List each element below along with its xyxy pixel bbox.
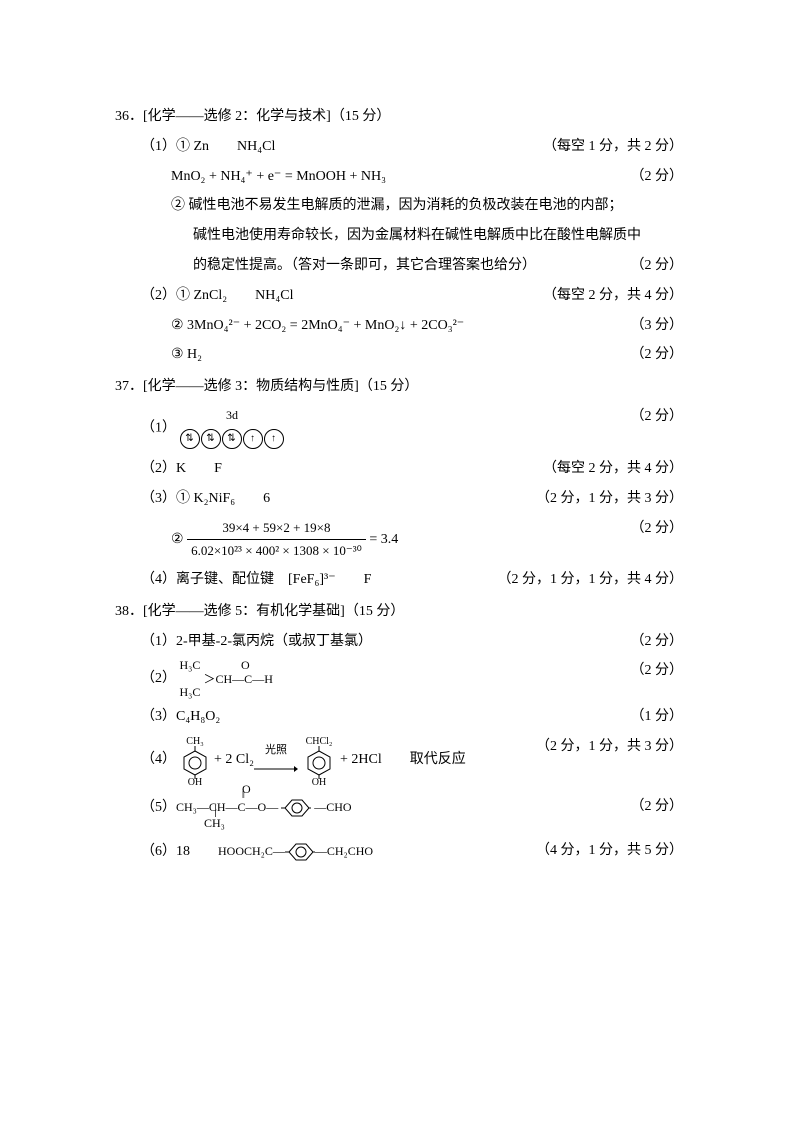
q37-4: （4）离子键、配位键 [FeF₆]³⁻ F （2 分，1 分，1 分，共 4 分… bbox=[115, 568, 683, 592]
q36-2-3: ③ H₂ （2 分） bbox=[115, 343, 683, 367]
q37-1: （1） 3d ⇅ ⇅ ⇅ ↑ ↑ （2 分） bbox=[115, 405, 683, 451]
orbital-diagram: ⇅ ⇅ ⇅ ↑ ↑ bbox=[180, 429, 285, 449]
q38-1: （1）2-甲基-2-氯丙烷（或叔丁基氯） （2 分） bbox=[115, 630, 683, 654]
orbital-answer: （1） 3d ⇅ ⇅ ⇅ ↑ ↑ bbox=[141, 405, 611, 451]
score-text: （2 分） bbox=[611, 795, 684, 819]
answer-text: （3）C₄H₈O₂ bbox=[141, 705, 611, 729]
orbital-label: 3d bbox=[180, 405, 285, 425]
structure-answer: （6）18 HOOCH₂C— —CH₂CHO bbox=[141, 839, 516, 865]
q37-2: （2）K F （每空 2 分，共 4 分） bbox=[115, 457, 683, 481]
q38-heading: 38．[化学——选修 5：有机化学基础]（15 分） bbox=[115, 600, 683, 624]
structure-answer: （2） H₃C—CH O ＞CH—C—H H₃C bbox=[141, 659, 611, 699]
answer-text: （2）① ZnCl₂ NH₄Cl bbox=[141, 284, 523, 308]
plus-text: + 2 Cl₂ bbox=[214, 748, 254, 772]
struct-line: H₃C bbox=[180, 686, 273, 699]
svg-text:OH: OH bbox=[312, 777, 326, 785]
reaction-type: + 2HCl 取代反应 bbox=[340, 748, 466, 772]
score-text: （4 分，1 分，共 5 分） bbox=[516, 839, 683, 863]
benzene-icon: CHCl₂ OH bbox=[298, 735, 340, 785]
answer-text: 的稳定性提高。（答对一条即可，其它合理答案也给分） bbox=[193, 254, 611, 278]
struct-dbl: ‖ bbox=[242, 791, 245, 801]
answer-text: ③ H₂ bbox=[171, 343, 611, 367]
score-text: （2 分，1 分，1 分，共 4 分） bbox=[478, 568, 684, 592]
score-text: （每空 1 分，共 2 分） bbox=[523, 135, 683, 159]
answer-text: ② 碱性电池不易发生电解质的泄漏，因为消耗的负极改装在电池的内部； bbox=[171, 194, 683, 218]
equation-text: ② 3MnO₄²⁻ + 2CO₂ = 2MnO₄⁻ + MnO₂↓ + 2CO₃… bbox=[171, 314, 611, 338]
fraction-answer: ② 39×4 + 59×2 + 19×8 6.02×10²³ × 400² × … bbox=[171, 517, 611, 562]
numerator: 39×4 + 59×2 + 19×8 bbox=[187, 517, 366, 540]
score-text: （2 分，1 分，共 3 分） bbox=[516, 487, 683, 511]
q37-3-2: ② 39×4 + 59×2 + 19×8 6.02×10²³ × 400² × … bbox=[115, 517, 683, 562]
label: （1） bbox=[141, 420, 176, 435]
q36-2-1: （2）① ZnCl₂ NH₄Cl （每空 2 分，共 4 分） bbox=[115, 284, 683, 308]
score-text: （1 分） bbox=[611, 705, 684, 729]
fraction: 39×4 + 59×2 + 19×8 6.02×10²³ × 400² × 13… bbox=[187, 517, 366, 562]
q37-3-1: （3）① K₂NiF₆ 6 （2 分，1 分，共 3 分） bbox=[115, 487, 683, 511]
denominator: 6.02×10²³ × 400² × 1308 × 10⁻³⁰ bbox=[187, 540, 366, 562]
q36-1-1: （1）① Zn NH₄Cl （每空 1 分，共 2 分） bbox=[115, 135, 683, 159]
heading-text: 38．[化学——选修 5：有机化学基础]（15 分） bbox=[115, 600, 683, 624]
answer-text: （2）K F bbox=[141, 457, 523, 481]
struct-line: —CH₂CHO bbox=[315, 841, 373, 861]
benzene-icon: CH₃ OH bbox=[176, 735, 214, 785]
orbital-full: ⇅ bbox=[222, 429, 242, 449]
reaction-answer: （4） CH₃ OH + 2 Cl₂ 光照 CHCl₂ O bbox=[141, 735, 516, 785]
answer-text: 碱性电池使用寿命较长，因为金属材料在碱性电解质中比在酸性电解质中 bbox=[193, 224, 683, 248]
score-text: （2 分） bbox=[611, 343, 684, 367]
label: （2） bbox=[141, 671, 176, 686]
label: （5） bbox=[141, 796, 176, 820]
orbital-half: ↑ bbox=[264, 429, 284, 449]
svg-text:CH₃: CH₃ bbox=[186, 736, 203, 747]
score-text: （2 分） bbox=[611, 630, 684, 654]
arrow-icon: 光照 bbox=[254, 741, 298, 778]
score-text: （2 分） bbox=[611, 165, 684, 189]
orbital-half: ↑ bbox=[243, 429, 263, 449]
q38-4: （4） CH₃ OH + 2 Cl₂ 光照 CHCl₂ O bbox=[115, 735, 683, 785]
q36-1-2b: 碱性电池使用寿命较长，因为金属材料在碱性电解质中比在酸性电解质中 bbox=[115, 224, 683, 248]
score-text: （2 分） bbox=[611, 405, 684, 429]
struct-line: ＞CH—C—H bbox=[180, 673, 273, 686]
label: ② bbox=[171, 532, 184, 547]
answer-key-page: 36．[化学——选修 2：化学与技术]（15 分） （1）① Zn NH₄Cl … bbox=[0, 0, 793, 931]
answer-text: （4）离子键、配位键 [FeF₆]³⁻ F bbox=[141, 568, 478, 592]
score-text: （3 分） bbox=[611, 314, 684, 338]
benzene-icon bbox=[281, 795, 311, 821]
struct-line: CH₃—CH—C—O— bbox=[176, 799, 278, 813]
benzene-icon bbox=[285, 839, 315, 865]
q36-2-2: ② 3MnO₄²⁻ + 2CO₂ = 2MnO₄⁻ + MnO₂↓ + 2CO₃… bbox=[115, 314, 683, 338]
score-text: （2 分，1 分，共 3 分） bbox=[516, 735, 683, 759]
result: = 3.4 bbox=[369, 532, 398, 547]
q38-5: （5） O ‖ CH₃—CH—C—O— —CHO │ CH₃ （2 分） bbox=[115, 795, 683, 821]
label: （6）18 bbox=[141, 840, 218, 864]
svg-text:CHCl₂: CHCl₂ bbox=[306, 736, 333, 747]
svg-text:OH: OH bbox=[188, 777, 202, 785]
orbital-full: ⇅ bbox=[201, 429, 221, 449]
answer-text: （1）2-甲基-2-氯丙烷（或叔丁基氯） bbox=[141, 630, 611, 654]
equation-text: MnO₂ + NH₄⁺ + e⁻ = MnOOH + NH₃ bbox=[171, 165, 611, 189]
q36-heading: 36．[化学——选修 2：化学与技术]（15 分） bbox=[115, 105, 683, 129]
q37-heading: 37．[化学——选修 3：物质结构与性质]（15 分） bbox=[115, 375, 683, 399]
heading-text: 37．[化学——选修 3：物质结构与性质]（15 分） bbox=[115, 375, 683, 399]
struct-line: HOOCH₂C— bbox=[218, 841, 285, 861]
q38-6: （6）18 HOOCH₂C— —CH₂CHO （4 分，1 分，共 5 分） bbox=[115, 839, 683, 865]
struct-line: CH₃ bbox=[204, 817, 225, 829]
struct-line: —CHO bbox=[314, 799, 351, 813]
structure-answer: （5） O ‖ CH₃—CH—C—O— —CHO │ CH₃ bbox=[141, 795, 611, 821]
q38-3: （3）C₄H₈O₂ （1 分） bbox=[115, 705, 683, 729]
answer-text: （1）① Zn NH₄Cl bbox=[141, 135, 523, 159]
score-text: （每空 2 分，共 4 分） bbox=[523, 284, 683, 308]
score-text: （每空 2 分，共 4 分） bbox=[523, 457, 683, 481]
score-text: （2 分） bbox=[611, 254, 684, 278]
q36-eq1: MnO₂ + NH₄⁺ + e⁻ = MnOOH + NH₃ （2 分） bbox=[115, 165, 683, 189]
answer-text: （3）① K₂NiF₆ 6 bbox=[141, 487, 516, 511]
q36-1-2c: 的稳定性提高。（答对一条即可，其它合理答案也给分） （2 分） bbox=[115, 254, 683, 278]
label: （4） bbox=[141, 748, 176, 772]
q36-1-2a: ② 碱性电池不易发生电解质的泄漏，因为消耗的负极改装在电池的内部； bbox=[115, 194, 683, 218]
orbital-full: ⇅ bbox=[180, 429, 200, 449]
heading-text: 36．[化学——选修 2：化学与技术]（15 分） bbox=[115, 105, 683, 129]
q38-2: （2） H₃C—CH O ＞CH—C—H H₃C （2 分） bbox=[115, 659, 683, 699]
score-text: （2 分） bbox=[611, 659, 684, 683]
score-text: （2 分） bbox=[611, 517, 684, 541]
